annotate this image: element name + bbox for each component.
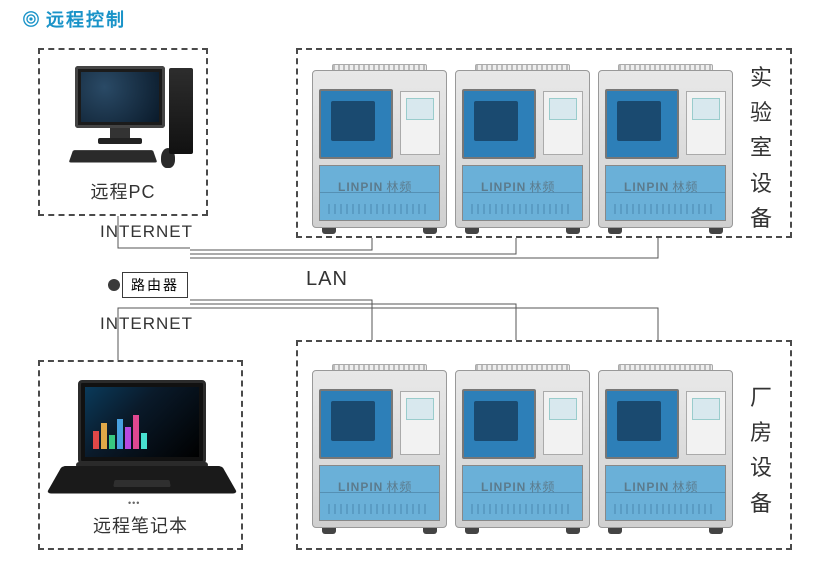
factory-equipment-label: 厂房设备 xyxy=(750,380,776,521)
remote-laptop-box: ••• 远程笔记本 xyxy=(38,360,243,550)
internet-label-top: INTERNET xyxy=(100,222,193,242)
lab-chamber-group: LINPIN林频 LINPIN林频 LINPIN林频 xyxy=(312,62,733,234)
test-chamber-icon: LINPIN林频 xyxy=(455,362,590,534)
factory-chamber-group: LINPIN林频 LINPIN林频 LINPIN林频 xyxy=(312,362,733,534)
router-dot-icon xyxy=(108,279,120,291)
router-label: 路由器 xyxy=(122,272,188,298)
remote-pc-label: 远程PC xyxy=(40,178,206,204)
test-chamber-icon: LINPIN林频 xyxy=(312,62,447,234)
title-bar: 远程控制 xyxy=(22,6,126,32)
desktop-pc-icon xyxy=(65,66,185,176)
laptop-icon: ••• xyxy=(62,380,222,510)
remote-pc-box: 远程PC xyxy=(38,48,208,216)
target-icon xyxy=(22,10,40,28)
test-chamber-icon: LINPIN林频 xyxy=(312,362,447,534)
test-chamber-icon: LINPIN林频 xyxy=(455,62,590,234)
lab-equipment-box: LINPIN林频 LINPIN林频 LINPIN林频 xyxy=(296,48,792,238)
router-node: 路由器 xyxy=(108,272,188,298)
page-title: 远程控制 xyxy=(46,6,126,32)
test-chamber-icon: LINPIN林频 xyxy=(598,62,733,234)
factory-equipment-box: LINPIN林频 LINPIN林频 LINPIN林频 xyxy=(296,340,792,550)
remote-laptop-label: 远程笔记本 xyxy=(40,512,241,538)
lan-label: LAN xyxy=(306,268,348,291)
lab-equipment-label: 实验室设备 xyxy=(750,60,776,236)
test-chamber-icon: LINPIN林频 xyxy=(598,362,733,534)
internet-label-bottom: INTERNET xyxy=(100,314,193,334)
